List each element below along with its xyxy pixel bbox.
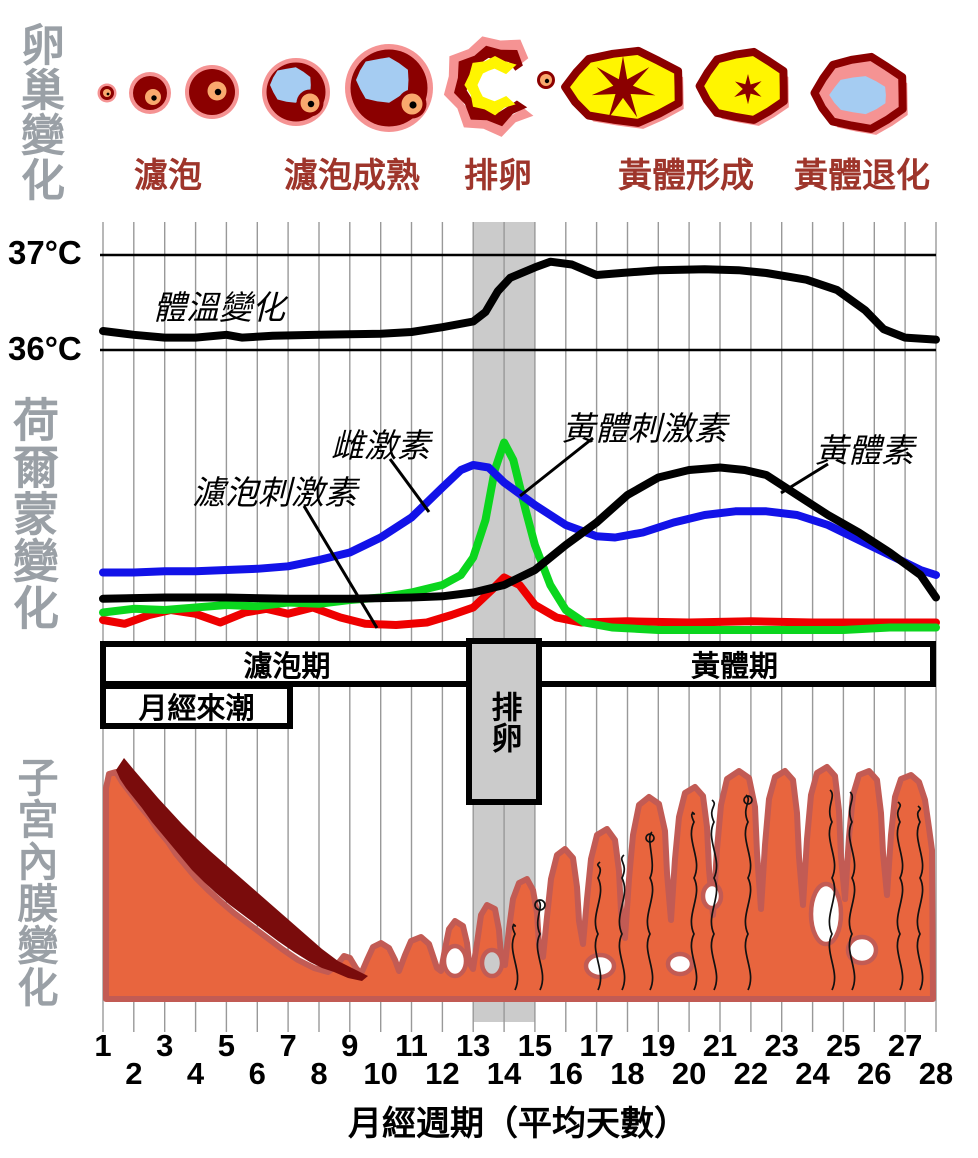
hormone-line-fsh [99, 573, 940, 629]
menses-label: 月經來潮 [138, 693, 255, 725]
temp-tick-36c: 36°C [8, 330, 82, 367]
axis-day-3: 3 [156, 1028, 174, 1063]
axis-day-9: 9 [341, 1028, 359, 1063]
lh-leader-line [519, 436, 594, 498]
corpus-luteum-forming-icon [561, 46, 684, 129]
shedding-layer [116, 758, 368, 981]
hormone-curves [99, 438, 940, 634]
axis-day-18: 18 [610, 1056, 645, 1091]
primary-follicle-icon [129, 72, 171, 114]
axis-day-5: 5 [217, 1028, 236, 1063]
fsh-curve-label: 濾泡刺激素 [192, 476, 357, 512]
menses-bar: 月經來潮 [100, 683, 293, 729]
secondary-follicle-icon [185, 65, 239, 119]
axis-day-19: 19 [641, 1028, 676, 1063]
axis-day-22: 22 [733, 1056, 769, 1091]
temperature-curve-label: 體溫變化 [153, 291, 285, 327]
axis-day-4: 4 [186, 1056, 205, 1091]
label-leader-lines [302, 436, 829, 629]
endometrium-holes [441, 881, 879, 980]
axis-day-26: 26 [857, 1056, 892, 1091]
progesterone-leader-line [780, 462, 829, 495]
axis-day-6: 6 [248, 1056, 266, 1091]
lh-curve-label: 黃體刺激素 [562, 412, 727, 448]
axis-day-2: 2 [125, 1056, 143, 1091]
axis-day-14: 14 [486, 1056, 522, 1091]
endometrial-glands [511, 789, 924, 991]
temperature-line [99, 257, 940, 344]
axis-day-25: 25 [826, 1028, 861, 1063]
axis-day-12: 12 [425, 1056, 460, 1091]
hormone-line-lh [99, 438, 940, 634]
antral-follicle-icon [262, 58, 330, 126]
endometrium-illustration [103, 758, 936, 1002]
primordial-follicle-icon [97, 83, 117, 103]
luteal-phase-label: 黃體期 [690, 651, 778, 683]
luteal-phase-bar: 黃體期 [533, 641, 936, 687]
axis-day-23: 23 [764, 1028, 799, 1063]
ovulation-column: 排卵 [466, 638, 542, 805]
axis-day-1: 1 [94, 1028, 112, 1063]
axis-day-15: 15 [517, 1028, 553, 1063]
stage-label-ovulation: 排卵 [464, 157, 532, 195]
axis-day-8: 8 [310, 1056, 328, 1091]
endometrium-body [103, 764, 936, 1002]
ovulation-burst-icon [443, 36, 555, 137]
axis-day-13: 13 [455, 1028, 491, 1063]
stage-label-follicle: 濾泡 [134, 157, 202, 195]
axis-day-24: 24 [795, 1056, 830, 1091]
estrogen-leader-line [388, 458, 431, 513]
ovary-stage-icons [97, 36, 908, 137]
ovulation-column-label: 排卵 [486, 690, 522, 753]
estrogen-curve-label: 雌激素 [331, 429, 430, 465]
hormone-line-estrogen [99, 461, 940, 579]
axis-day-16: 16 [548, 1056, 583, 1091]
axis-day-28: 28 [918, 1056, 954, 1091]
axis-day-11: 11 [395, 1028, 428, 1063]
temperature-curve [99, 257, 940, 344]
fsh-leader-line [302, 505, 379, 629]
axis-day-7: 7 [279, 1028, 297, 1063]
mature-follicle-icon [345, 44, 433, 132]
endometrium-section-label: 子宮內膜變化 [11, 756, 57, 1008]
corpus-luteum-icon [695, 47, 789, 126]
temp-tick-37c: 37°C [8, 234, 82, 271]
temperature-reference-lines [100, 253, 936, 352]
hormone-line-progesterone [99, 463, 940, 603]
stage-label-corpus-luteum-forming: 黃體形成 [618, 157, 754, 195]
stage-label-corpus-luteum-degenerating: 黃體退化 [794, 157, 930, 195]
stage-label-follicle-mature: 濾泡成熟 [284, 157, 420, 195]
progesterone-curve-label: 黃體素 [815, 434, 914, 470]
axis-day-21: 21 [702, 1028, 738, 1063]
follicular-phase-label: 濾泡期 [243, 651, 331, 683]
axis-day-10: 10 [363, 1056, 398, 1091]
axis-day-17: 17 [579, 1028, 614, 1063]
corpus-albicans-icon [810, 52, 908, 135]
follicular-phase-bar: 濾泡期 [100, 641, 474, 687]
ovary-section-label: 卵巢變化 [14, 22, 63, 202]
axis-title: 月經週期（平均天數） [348, 1105, 688, 1143]
axis-day-20: 20 [671, 1056, 707, 1091]
hormone-section-label: 荷爾蒙變化 [7, 396, 59, 631]
axis-day-27: 27 [887, 1028, 923, 1063]
